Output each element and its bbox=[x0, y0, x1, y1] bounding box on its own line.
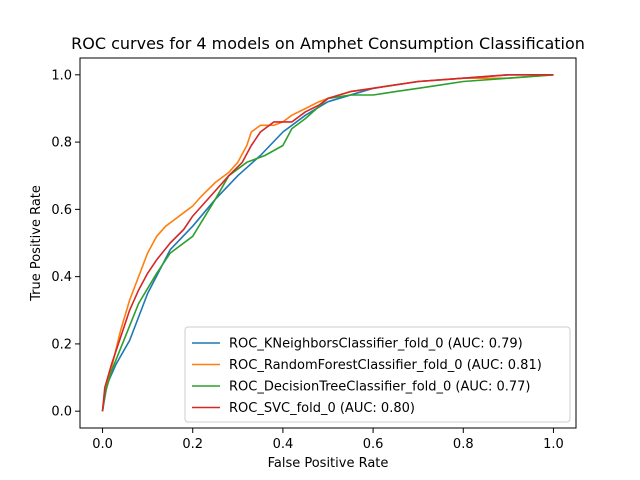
legend-box bbox=[184, 326, 571, 423]
y-tick-label: 0.4 bbox=[51, 270, 72, 285]
legend-label: ROC_KNeighborsClassifier_fold_0 (AUC: 0.… bbox=[229, 337, 523, 352]
legend-label: ROC_DecisionTreeClassifier_fold_0 (AUC: … bbox=[229, 380, 531, 395]
y-tick-label: 0.2 bbox=[51, 337, 72, 352]
x-tick-label: 0.4 bbox=[273, 437, 294, 452]
x-tick-label: 0.0 bbox=[92, 437, 113, 452]
y-tick-label: 0.0 bbox=[51, 405, 72, 420]
y-tick-label: 1.0 bbox=[51, 68, 72, 83]
legend: ROC_KNeighborsClassifier_fold_0 (AUC: 0.… bbox=[184, 326, 571, 423]
y-axis-label: True Positive Rate bbox=[29, 185, 44, 302]
series-layer bbox=[101, 74, 554, 412]
y-tick-label: 0.8 bbox=[51, 136, 72, 151]
legend-label: ROC_RandomForestClassifier_fold_0 (AUC: … bbox=[229, 358, 542, 373]
plot-frame bbox=[79, 57, 577, 429]
x-tick-label: 0.8 bbox=[453, 437, 474, 452]
y-ticks: 0.0 0.2 0.4 0.6 0.8 1.0 bbox=[51, 68, 80, 420]
y-tick-label: 0.6 bbox=[51, 203, 72, 218]
chart-title: ROC curves for 4 models on Amphet Consum… bbox=[71, 34, 585, 53]
x-axis-label: False Positive Rate bbox=[268, 456, 389, 471]
x-tick-label: 0.6 bbox=[363, 437, 384, 452]
x-ticks: 0.0 0.2 0.4 0.6 0.8 1.0 bbox=[92, 428, 564, 452]
legend-label: ROC_SVC_fold_0 (AUC: 0.80) bbox=[229, 401, 415, 416]
series-line-2 bbox=[101, 74, 554, 412]
series-line-3 bbox=[101, 74, 554, 412]
x-tick-label: 1.0 bbox=[543, 437, 564, 452]
x-tick-label: 0.2 bbox=[182, 437, 203, 452]
